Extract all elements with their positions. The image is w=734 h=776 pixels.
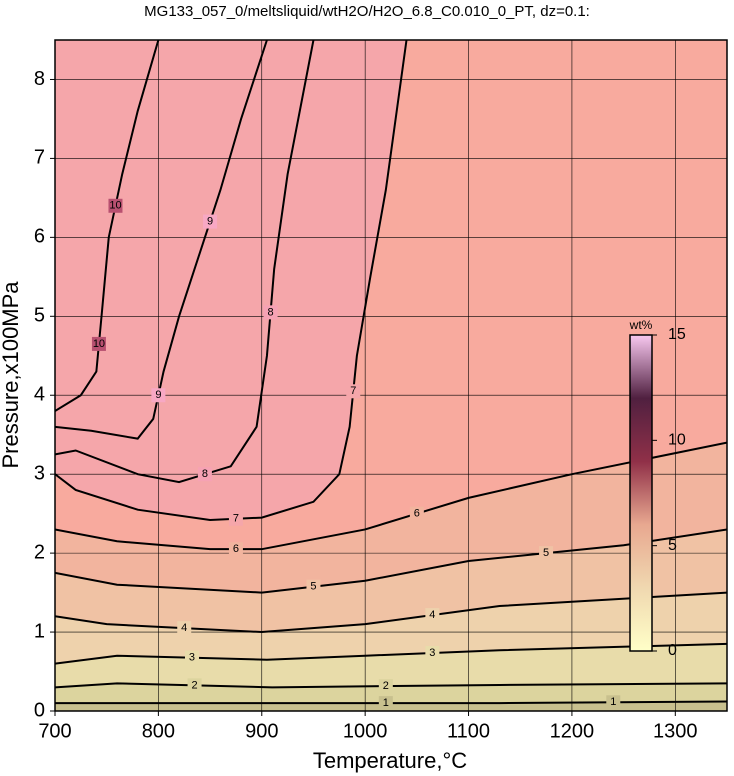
contour-label: 4	[429, 609, 435, 621]
y-tick-label: 2	[34, 541, 45, 563]
contour-line	[55, 40, 315, 484]
x-tick-label: 1000	[343, 720, 388, 742]
contour-label-bg	[187, 678, 202, 693]
y-tick-label: 4	[34, 384, 45, 406]
contour-label-bg	[228, 542, 243, 557]
y-tick-label: 0	[34, 699, 45, 721]
y-tick-label: 1	[34, 620, 45, 642]
x-tick-label: 1200	[550, 720, 595, 742]
colorbar-tick-label: 10	[668, 432, 686, 449]
contour-label-bg	[409, 506, 424, 521]
y-tick-label: 5	[34, 305, 45, 327]
contour-label: 2	[383, 680, 389, 692]
contour-label: 5	[310, 581, 316, 593]
contour-label: 10	[109, 200, 121, 212]
contour-label: 7	[350, 385, 356, 397]
contour-label: 7	[233, 513, 239, 525]
contour-label-bg	[378, 696, 393, 711]
contour-line	[55, 591, 727, 634]
contour-label: 8	[202, 468, 208, 480]
contour-label-bg	[606, 695, 621, 710]
contour-label-bg	[378, 679, 393, 694]
contour-line	[55, 40, 408, 521]
overlay: 700 800 900 1000 1100 1200 1300012345678051015…	[34, 39, 728, 742]
y-tick-label: 3	[34, 462, 45, 484]
contour-label: 4	[181, 622, 187, 634]
plot-frame	[54, 39, 728, 712]
contour-label: 2	[192, 679, 198, 691]
x-tick-label: 700	[38, 720, 71, 742]
colorbar-tick-label: 0	[668, 642, 677, 659]
contour-label: 1	[383, 697, 389, 709]
contour-label-bg	[108, 198, 123, 213]
y-tick-label: 7	[34, 147, 45, 169]
x-axis-label: Temperature,°C	[313, 748, 467, 773]
contour-label: 10	[93, 338, 105, 350]
contour-label-bg	[346, 384, 361, 399]
chart-title: MG133_057_0/meltsliquid/wtH2O/H2O_6.8_C0…	[144, 3, 590, 20]
contour-label-bg	[228, 511, 243, 526]
contour-label: 3	[189, 652, 195, 664]
contour-line	[55, 682, 727, 689]
contour-label-bg	[539, 546, 554, 561]
y-axis-label: Pressure,x100MPa	[0, 281, 23, 469]
contour-label-bg	[425, 645, 440, 660]
x-tick-label: 800	[142, 720, 175, 742]
contour-label-bg	[306, 579, 321, 594]
contour-label-bg	[203, 214, 218, 229]
colorbar-tick-label: 5	[668, 537, 677, 554]
contour-line	[55, 40, 268, 440]
contour-label: 6	[414, 508, 420, 520]
contour-label: 9	[207, 215, 213, 227]
contour-label: 1	[610, 696, 616, 708]
contour-label-bg	[151, 388, 166, 403]
x-tick-label: 1300	[653, 720, 698, 742]
contour-label: 6	[233, 543, 239, 555]
contour-label-bg	[91, 336, 106, 351]
contour-label: 5	[543, 547, 549, 559]
x-tick-label: 1100	[447, 720, 490, 742]
contour-label-bg	[425, 608, 440, 623]
x-tick-label: 900	[245, 720, 278, 742]
y-tick-label: 8	[34, 68, 45, 90]
contour-label-bg	[177, 621, 192, 636]
contour-line	[55, 642, 727, 665]
contour-line	[55, 40, 160, 412]
contour-label: 3	[429, 647, 435, 659]
contour-line	[55, 441, 727, 551]
contour-label-bg	[263, 305, 278, 320]
contour-label: 9	[155, 389, 161, 401]
plot-area: 10 10 9 9 8 8 7 7 6 6 5 5 4 4 3 3 2 2 1 1	[55, 40, 727, 711]
y-tick-label: 6	[34, 226, 45, 248]
colorbar-tick-label: 15	[668, 326, 686, 343]
contour-line	[55, 528, 727, 594]
colorbar-label: wt%	[629, 318, 653, 332]
contour-label: 8	[267, 306, 273, 318]
contour-label-bg	[184, 650, 199, 665]
colorbar	[629, 334, 653, 652]
contour-fill	[55, 40, 407, 520]
contour-label-bg	[197, 467, 212, 482]
